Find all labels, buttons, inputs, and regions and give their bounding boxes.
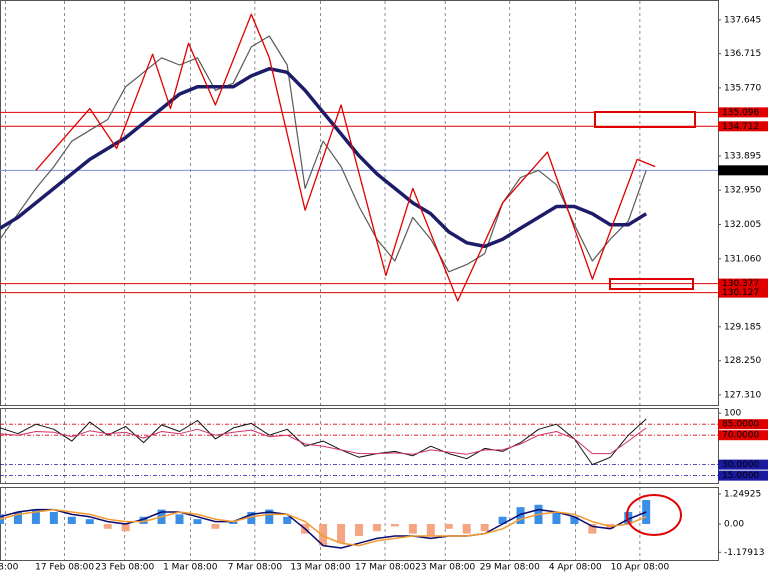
highlight-box — [609, 278, 694, 290]
series-line — [0, 66, 648, 249]
level-label-box — [718, 470, 768, 481]
price-label-box — [718, 287, 768, 298]
price-label: 133.498 — [722, 166, 759, 176]
histogram-bar — [175, 514, 184, 524]
y-tick-label: -1.17913 — [724, 548, 764, 558]
series-line — [0, 35, 647, 273]
price-label-box — [718, 165, 768, 176]
price-label: 130.127 — [722, 288, 759, 298]
y-tick-label: 132.005 — [724, 220, 761, 230]
histogram-bar — [121, 523, 130, 532]
y-tick-label: 131.060 — [724, 254, 761, 264]
y-tick-label: 100 — [724, 409, 741, 419]
histogram-bar — [229, 521, 238, 524]
main-panel — [0, 0, 719, 406]
y-tick-label: 1.24925 — [724, 489, 761, 499]
y-tick-label: 15.0000 — [722, 471, 759, 481]
histogram-bar — [642, 499, 651, 524]
x-tick-label: 1 Mar 08:00 — [163, 563, 218, 573]
histogram-bar — [552, 511, 561, 524]
y-tick-label: 85.0000 — [722, 420, 759, 430]
histogram-bar — [426, 523, 435, 536]
level-label-box — [718, 459, 768, 470]
histogram-bar — [516, 507, 525, 524]
y-tick-label: 70.0000 — [722, 431, 759, 441]
histogram-bar — [193, 519, 202, 524]
histogram-bar — [283, 516, 292, 524]
histogram-bar — [462, 523, 471, 534]
price-label-box — [718, 121, 768, 132]
histogram-bar — [103, 523, 112, 529]
histogram-bar — [85, 519, 94, 524]
histogram-bar — [31, 509, 40, 524]
histogram-bar — [390, 523, 399, 527]
y-tick-label: 137.645 — [724, 15, 761, 25]
histogram-bar — [498, 516, 507, 524]
oscillator-panel — [0, 408, 719, 484]
x-tick-label: 17 Feb 08:00 — [35, 563, 94, 573]
level-label-box — [718, 430, 768, 441]
y-tick-label: 133.895 — [724, 151, 761, 161]
highlight-box — [594, 111, 696, 128]
x-tick-label: 17 Mar 08:00 — [355, 563, 415, 573]
y-tick-label: 129.185 — [724, 322, 761, 332]
histogram-bar — [265, 509, 274, 524]
price-label-box — [718, 107, 768, 118]
x-tick-label: 4 Apr 08:00 — [549, 563, 602, 573]
highlight-ellipse — [626, 494, 682, 536]
histogram-bar — [480, 523, 489, 532]
y-tick-label: 0.00 — [724, 519, 744, 529]
x-tick-label: 13 Mar 08:00 — [290, 563, 350, 573]
y-tick-label: 128.250 — [724, 356, 761, 366]
histogram-bar — [67, 516, 76, 524]
histogram-bar — [13, 511, 22, 524]
histogram-bar — [211, 523, 220, 529]
price-label: 135.096 — [722, 108, 759, 118]
histogram-bar — [247, 511, 256, 524]
histogram-bar — [355, 523, 363, 536]
price-label: 130.377 — [722, 279, 759, 289]
histogram-bar — [49, 511, 58, 524]
histogram-bar — [337, 523, 346, 544]
series-line — [0, 418, 647, 466]
level-label-box — [718, 419, 768, 430]
y-tick-label: 136.715 — [724, 49, 761, 59]
series-line — [0, 508, 647, 549]
y-tick-label: 30.0000 — [722, 460, 759, 470]
histogram-bar — [372, 523, 381, 532]
y-tick-label: 132.950 — [724, 186, 761, 196]
histogram-bar — [408, 523, 417, 534]
price-label: 134.712 — [722, 122, 759, 132]
x-tick-label: 23 Feb 08:00 — [95, 563, 154, 573]
y-tick-label: 127.310 — [724, 390, 761, 400]
histogram-bar — [570, 516, 579, 524]
series-line — [35, 13, 656, 302]
x-tick-label: 08:00 — [0, 563, 19, 573]
series-line — [0, 427, 647, 455]
x-tick-label: 7 Mar 08:00 — [228, 563, 283, 573]
price-label-box — [718, 278, 768, 289]
x-tick-label: 10 Apr 08:00 — [611, 563, 670, 573]
y-tick-label: 135.770 — [724, 83, 761, 93]
series-line — [0, 508, 647, 547]
histogram-bar — [319, 523, 328, 546]
x-tick-label: 23 Mar 08:00 — [415, 563, 475, 573]
x-tick-label: 29 Mar 08:00 — [480, 563, 540, 573]
histogram-bar — [588, 523, 597, 534]
histogram-bar — [444, 523, 453, 529]
histogram-bar — [139, 516, 148, 524]
